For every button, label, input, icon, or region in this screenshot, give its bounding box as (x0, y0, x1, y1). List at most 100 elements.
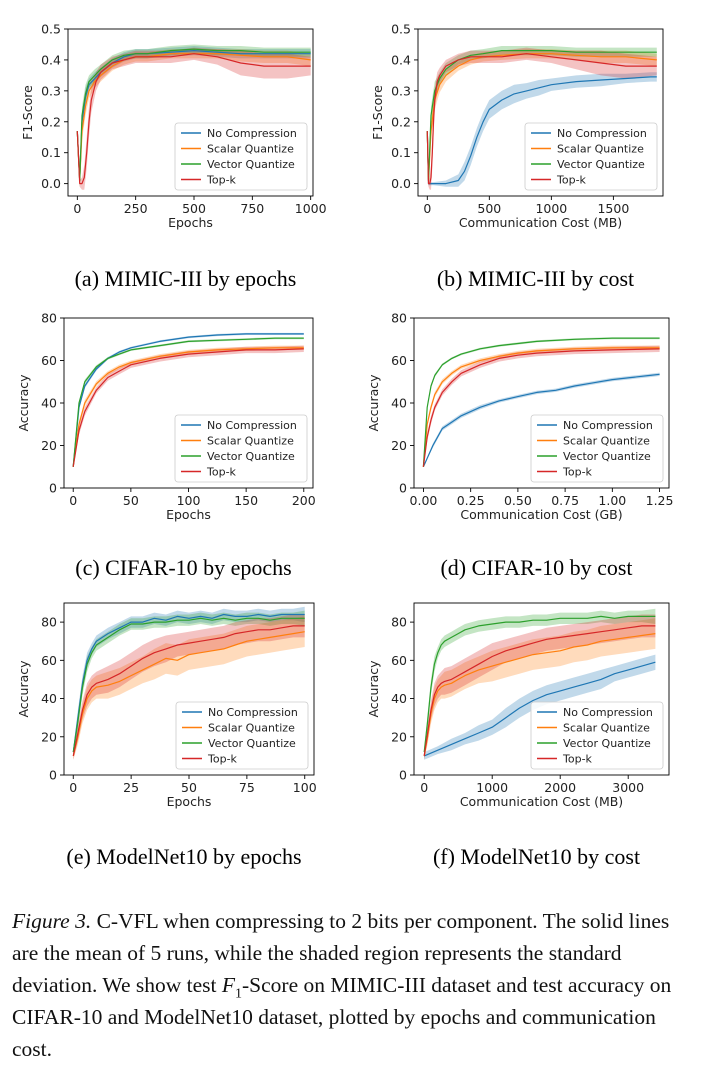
series-line-1 (423, 633, 656, 757)
y-tick-label: 40 (41, 691, 57, 706)
chart-caption: (d) CIFAR-10 by cost (440, 555, 632, 580)
legend-box (174, 122, 308, 191)
x-tick-label: 50 (181, 780, 197, 795)
figure-caption-text: C-VFL when compressing to 2 bits per com… (12, 909, 672, 1061)
series-line-3 (72, 625, 305, 757)
chart-caption: (c) CIFAR-10 by epochs (75, 555, 292, 580)
figure-caption: Figure 3. C-VFL when compressing to 2 bi… (12, 905, 692, 1065)
y-tick-label: 60 (391, 353, 407, 368)
y-tick-label: 0.0 (41, 176, 61, 191)
x-tick-label: 100 (293, 780, 317, 795)
x-tick-label: 0 (423, 201, 431, 216)
legend: No Compression Scalar Quantize Vector Quan… (174, 414, 308, 483)
x-tick-label: 200 (292, 493, 316, 508)
x-axis-label: Epochs (166, 507, 211, 522)
x-tick-label: 3000 (612, 780, 644, 795)
series-line-2 (426, 49, 657, 182)
y-tick-label: 0.3 (41, 83, 61, 98)
y-tick-label: 0 (399, 481, 407, 496)
y-axis-label: Accuracy (366, 374, 381, 432)
x-tick-label: 0.50 (504, 493, 532, 508)
x-tick-label: 25 (123, 780, 139, 795)
legend-entry: Vector Quantize (208, 737, 296, 750)
std-band-1 (77, 49, 311, 187)
y-tick-label: 0 (399, 768, 407, 783)
chart-b: 0 500 1000 1500 0.0 0.1 0.2 0.3 0.4 0.5 Communicat… (370, 22, 664, 291)
legend: No Compression Scalar Quantize Vector Quan… (524, 122, 658, 191)
y-tick-label: 0.2 (41, 114, 61, 129)
chart-d: 0.00 0.25 0.50 0.75 1.00 1.25 0 20 40 60 80 Communi… (366, 311, 673, 581)
series-line-0 (72, 333, 304, 467)
y-tick-label: 0.5 (41, 22, 61, 37)
chart-caption: (a) MIMIC-III by epochs (75, 266, 297, 291)
figure-caption-lead: Figure 3. (12, 909, 92, 933)
y-tick-label: 0.4 (41, 52, 61, 67)
legend-box (530, 414, 664, 483)
y-tick-label: 0.1 (391, 145, 411, 160)
legend-entry: Top-k (562, 466, 593, 479)
x-tick-label: 0.75 (551, 493, 579, 508)
plot-area (422, 337, 660, 468)
std-band-3 (424, 614, 656, 760)
legend-box (530, 701, 664, 770)
y-axis-label: Accuracy (16, 374, 31, 432)
legend-entry: Scalar Quantize (207, 435, 294, 448)
std-band-1 (424, 618, 656, 760)
plot-area (426, 46, 657, 190)
std-band-3 (427, 47, 657, 190)
x-axis-label: Communication Cost (MB) (460, 794, 623, 809)
plot-area (423, 608, 656, 760)
legend-entry: Scalar Quantize (207, 143, 294, 156)
legend: No Compression Scalar Quantize Vector Quan… (530, 701, 664, 770)
x-tick-label: 500 (182, 201, 206, 216)
y-tick-label: 40 (391, 396, 407, 411)
x-tick-label: 1.00 (598, 493, 626, 508)
legend-entry: No Compression (563, 706, 653, 719)
legend-box (175, 701, 309, 770)
x-tick-label: 100 (177, 493, 201, 508)
x-axis-label: Epochs (168, 215, 213, 230)
x-axis-label: Epochs (167, 794, 212, 809)
series-line-0 (423, 661, 656, 757)
y-tick-label: 40 (391, 691, 407, 706)
x-tick-label: 150 (234, 493, 258, 508)
legend-entry: Scalar Quantize (563, 722, 650, 735)
plot-area (76, 44, 311, 190)
chart-caption: (f) ModelNet10 by cost (433, 844, 640, 869)
y-axis-label: F1-Score (370, 85, 385, 140)
x-tick-label: 0 (73, 201, 81, 216)
chart-a: 0 250 500 750 1000 0.0 0.1 0.2 0.3 0.4 0.5 Epochs F1… (20, 22, 327, 292)
x-tick-label: 2000 (544, 780, 576, 795)
chart-caption: (b) MIMIC-III by cost (437, 266, 634, 291)
x-tick-label: 500 (477, 201, 501, 216)
legend: No Compression Scalar Quantize Vector Quan… (174, 122, 308, 191)
y-tick-label: 0.3 (391, 83, 411, 98)
legend-entry: Top-k (207, 753, 238, 766)
axes-frame (413, 602, 670, 776)
legend: No Compression Scalar Quantize Vector Quan… (530, 414, 664, 483)
x-tick-label: 1000 (476, 780, 508, 795)
x-axis-label: Communication Cost (GB) (460, 507, 622, 522)
y-tick-label: 80 (41, 311, 57, 326)
y-tick-label: 80 (391, 311, 407, 326)
series-line-2 (423, 615, 656, 753)
legend-entry: No Compression (207, 127, 297, 140)
legend-entry: Scalar Quantize (208, 722, 295, 735)
series-line-1 (72, 347, 304, 467)
legend-box (174, 414, 308, 483)
chart-caption: (e) ModelNet10 by epochs (66, 844, 301, 869)
x-tick-label: 1000 (295, 201, 327, 216)
legend-entry: No Compression (207, 419, 297, 432)
y-tick-label: 60 (391, 653, 407, 668)
series-line-3 (422, 348, 660, 467)
legend-entry: Top-k (206, 174, 237, 187)
x-tick-label: 750 (240, 201, 264, 216)
chart-c: 0 50 100 150 200 0 20 40 60 80 Epochs Accuracy No Co… (16, 311, 316, 581)
x-tick-label: 0.00 (410, 493, 438, 508)
x-tick-label: 250 (124, 201, 148, 216)
series-line-0 (72, 613, 305, 753)
legend-entry: Top-k (556, 174, 587, 187)
y-tick-label: 0.0 (391, 176, 411, 191)
x-tick-label: 0 (420, 780, 428, 795)
